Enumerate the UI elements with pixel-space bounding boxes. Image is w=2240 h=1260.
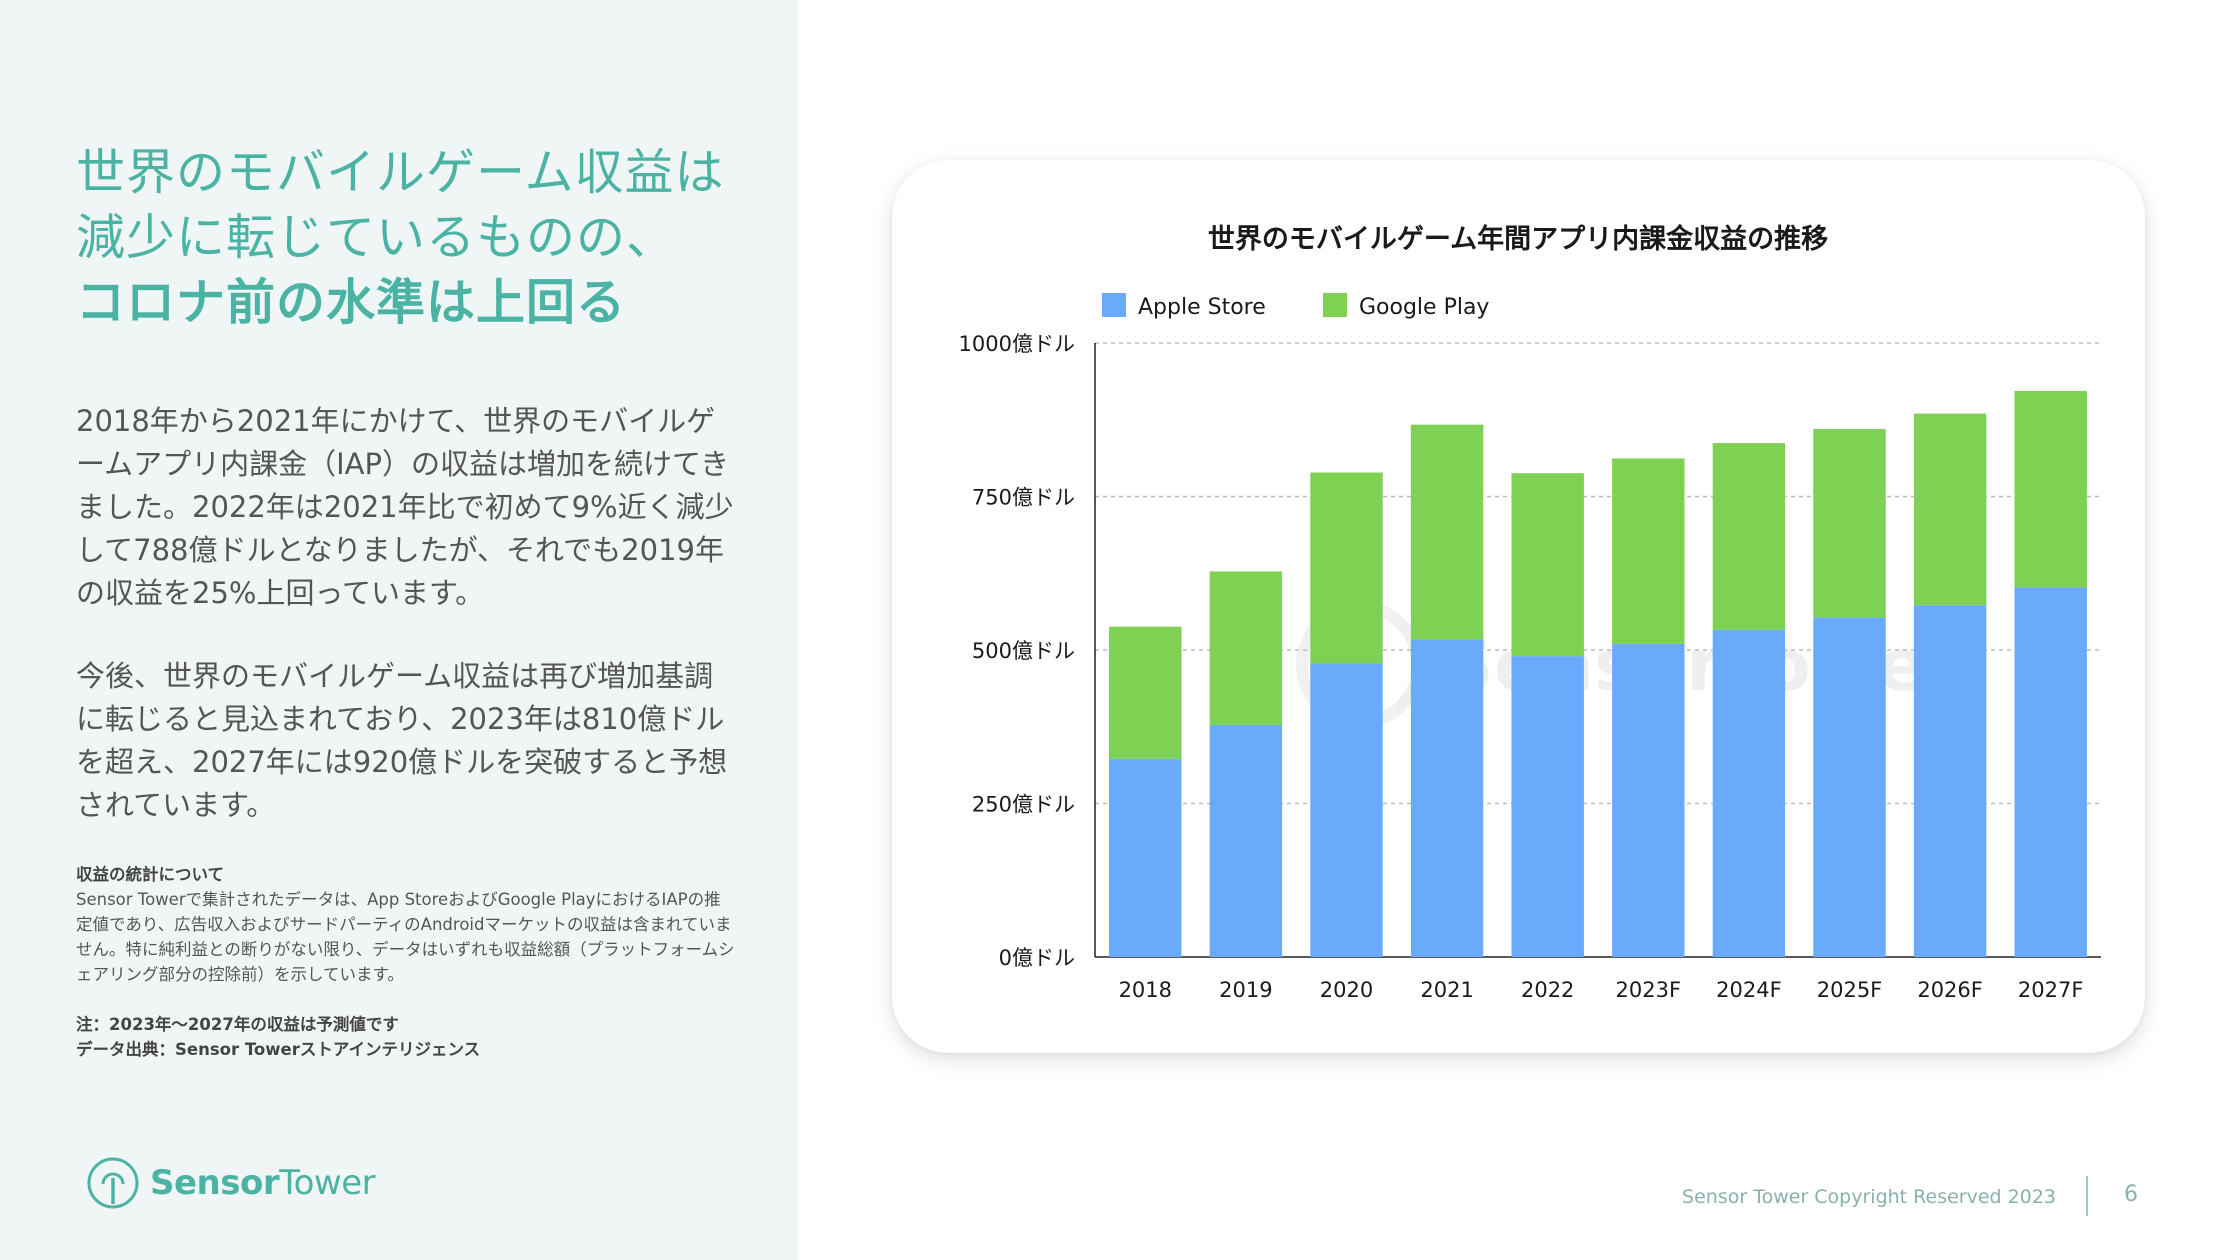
y-tick-label-3: 750億ドル [972,486,1075,510]
bar-google-2027F [2014,390,2087,588]
x-tick-label-2018: 2018 [1119,978,1172,1002]
legend-label-1: Google Play [1359,295,1489,320]
logo-word-2: Tower [279,1163,376,1203]
bar-google-2019 [1209,571,1283,725]
page-number: 6 [2124,1182,2138,1207]
chart-title: 世界のモバイルゲーム年間アプリ内課金収益の推移 [1208,223,1828,255]
logo-wordmark: SensorTower [150,1163,376,1203]
bar-apple-2023F [1612,643,1685,957]
bar-google-2020 [1310,472,1383,664]
notes-title: 収益の統計について [76,865,225,884]
x-tick-label-2019: 2019 [1219,978,1272,1002]
notes-body: Sensor Towerで集計されたデータは、App StoreおよびGoogl… [76,890,735,984]
bar-apple-2022 [1511,656,1584,957]
x-tick-label-2022: 2022 [1521,978,1574,1002]
bar-apple-2020 [1310,663,1383,957]
copyright-text: Sensor Tower Copyright Reserved 2023 [1682,1186,2056,1208]
headline: 世界のモバイルゲーム収益は 減少に転じているものの、 コロナ前の水準は上回る [76,140,766,335]
x-tick-label-2027F: 2027F [2018,978,2084,1002]
bar-apple-2025F [1813,617,1886,957]
y-tick-label-4: 1000億ドル [959,332,1075,356]
bar-google-2021 [1410,424,1484,640]
y-tick-label-1: 250億ドル [972,793,1075,817]
x-tick-label-2024F: 2024F [1716,978,1782,1002]
x-tick-label-2021: 2021 [1420,978,1473,1002]
headline-line-2: 減少に転じているものの、 [76,209,677,266]
legend-swatch-0 [1102,293,1126,317]
sensor-tower-logo: SensorTower [86,1155,376,1211]
headline-line-1: 世界のモバイルゲーム収益は [76,144,725,201]
sensor-tower-logo-icon [87,1157,139,1209]
notes: 収益の統計について Sensor Towerで集計されたデータは、App Sto… [76,862,736,1062]
x-tick-label-2020: 2020 [1320,978,1373,1002]
data-source: データ出典：Sensor Towerストアインテリジェンス [76,1040,481,1059]
bar-apple-2019 [1209,724,1283,957]
left-panel [0,0,798,1260]
legend-label-0: Apple Store [1138,295,1266,320]
bar-google-2025F [1813,428,1886,618]
bar-google-2023F [1612,458,1685,644]
footer-divider [2086,1176,2088,1216]
bar-apple-2026F [1913,605,1987,957]
stacked-bar-chart: 世界のモバイルゲーム年間アプリ内課金収益の推移SensorTowerApple … [959,223,2101,1002]
bar-google-2018 [1109,626,1182,759]
y-tick-label-0: 0億ドル [999,946,1075,970]
bar-apple-2018 [1109,758,1182,957]
paragraph-1: 2018年から2021年にかけて、世界のモバイルゲームアプリ内課金（IAP）の収… [76,404,734,610]
headline-line-3: コロナ前の水準は上回る [76,274,627,331]
x-tick-label-2025F: 2025F [1817,978,1883,1002]
bar-apple-2021 [1410,639,1484,957]
bar-google-2026F [1913,413,1987,606]
bar-apple-2027F [2014,587,2087,957]
forecast-note: 注：2023年〜2027年の収益は予測値です [76,1015,399,1034]
x-tick-label-2023F: 2023F [1616,978,1682,1002]
x-tick-label-2026F: 2026F [1917,978,1983,1002]
legend-swatch-1 [1323,293,1347,317]
bar-apple-2024F [1712,629,1786,957]
chart-card: 世界のモバイルゲーム年間アプリ内課金収益の推移 SensorTower Apple … [892,160,2145,1053]
bar-google-2022 [1511,473,1584,657]
paragraph-2: 今後、世界のモバイルゲーム収益は再び増加基調に転じると見込まれており、2023年… [76,659,728,822]
y-tick-label-2: 500億ドル [972,639,1075,663]
logo-word-1: Sensor [150,1163,280,1203]
bar-google-2024F [1712,443,1786,630]
